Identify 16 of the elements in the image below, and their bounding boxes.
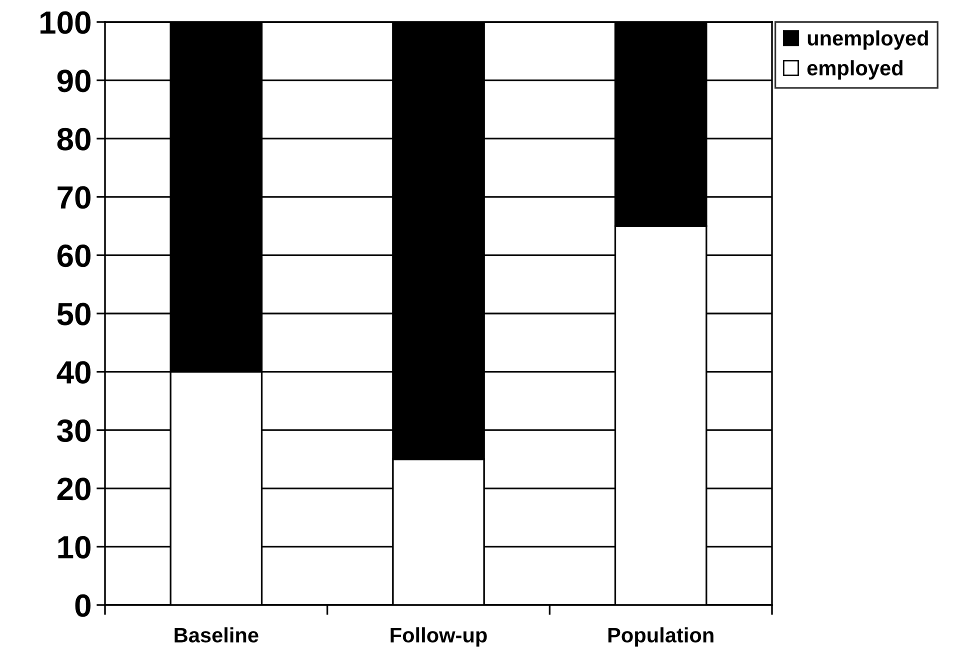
- y-tick-label: 70: [58, 186, 90, 209]
- y-tick-label: 90: [57, 70, 90, 92]
- legend-label: employed: [807, 60, 902, 80]
- legend-label: unemployed: [808, 30, 928, 50]
- y-tick-label: 50: [57, 302, 90, 326]
- y-tick-label: 10: [58, 536, 90, 559]
- y-tick-label: 20: [57, 478, 90, 500]
- y-tick-label: 80: [57, 128, 90, 150]
- y-tick-label: 60: [57, 244, 90, 268]
- y-tick-label: 40: [56, 361, 90, 384]
- x-tick-label: Follow-up: [390, 627, 487, 647]
- x-tick-label: Baseline: [174, 627, 258, 643]
- y-tick-label: 0: [75, 594, 90, 617]
- y-tick-label: 100: [40, 11, 90, 34]
- y-tick-label: 30: [57, 419, 90, 442]
- x-tick-label: Population: [608, 627, 714, 647]
